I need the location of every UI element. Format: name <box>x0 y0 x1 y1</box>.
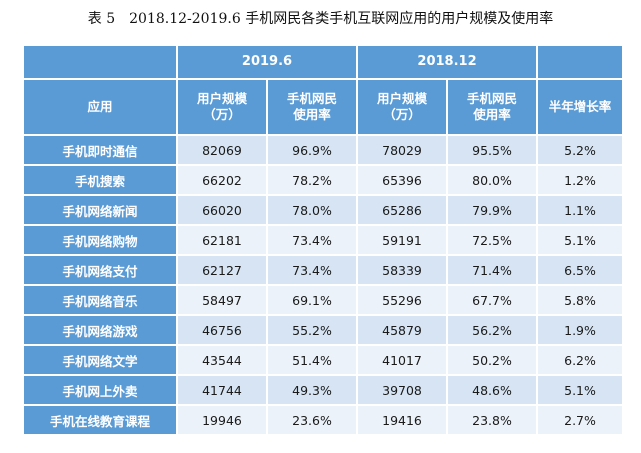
cell-growth: 6.5% <box>538 256 623 284</box>
table-number: 表 5 <box>87 11 116 27</box>
row-app-name: 手机网络新闻 <box>24 196 176 224</box>
cell-growth: 5.8% <box>538 286 623 314</box>
row-app-name: 手机搜索 <box>24 166 176 194</box>
cell-growth: 1.9% <box>538 316 623 344</box>
cell-rate-2018-12: 50.2% <box>448 346 537 374</box>
header-rate-line1: 手机网民 <box>467 91 518 106</box>
cell-rate-2018-12: 71.4% <box>448 256 537 284</box>
cell-rate-2019-6: 55.2% <box>268 316 357 344</box>
cell-rate-2019-6: 78.0% <box>268 196 357 224</box>
cell-users-2019-6: 66020 <box>178 196 266 224</box>
cell-users-2019-6: 41744 <box>178 376 266 404</box>
row-app-name: 手机网络游戏 <box>24 316 176 344</box>
table-title: 2018.12-2019.6 手机网民各类手机互联网应用的用户规模及使用率 <box>129 11 554 27</box>
cell-rate-2019-6: 23.6% <box>268 406 357 434</box>
table-body: 手机即时通信 82069 96.9% 78029 95.5% 5.2% 手机搜索… <box>24 136 623 434</box>
table-row: 手机网络购物 62181 73.4% 59191 72.5% 5.1% <box>24 226 623 254</box>
cell-rate-2018-12: 95.5% <box>448 136 537 164</box>
table-row: 手机网络音乐 58497 69.1% 55296 67.7% 5.8% <box>24 286 623 314</box>
cell-growth: 1.2% <box>538 166 623 194</box>
header-period-2018-12: 2018.12 <box>358 46 537 78</box>
cell-rate-2019-6: 78.2% <box>268 166 357 194</box>
cell-users-2019-6: 66202 <box>178 166 266 194</box>
cell-growth: 2.7% <box>538 406 623 434</box>
header-rate-2019-6: 手机网民 使用率 <box>268 80 357 134</box>
cell-users-2018-12: 45879 <box>358 316 447 344</box>
table-caption: 表 5 2018.12-2019.6 手机网民各类手机互联网应用的用户规模及使用率 <box>0 8 641 28</box>
header-users-line1: 用户规模 <box>377 91 428 106</box>
cell-rate-2018-12: 56.2% <box>448 316 537 344</box>
header-blank-cell <box>24 46 176 78</box>
cell-users-2018-12: 41017 <box>358 346 447 374</box>
cell-users-2019-6: 43544 <box>178 346 266 374</box>
cell-rate-2018-12: 48.6% <box>448 376 537 404</box>
cell-users-2019-6: 62181 <box>178 226 266 254</box>
cell-rate-2018-12: 23.8% <box>448 406 537 434</box>
table-row: 手机网络文学 43544 51.4% 41017 50.2% 6.2% <box>24 346 623 374</box>
table-row: 手机网络新闻 66020 78.0% 65286 79.9% 1.1% <box>24 196 623 224</box>
cell-growth: 5.1% <box>538 376 623 404</box>
table-row: 手机网上外卖 41744 49.3% 39708 48.6% 5.1% <box>24 376 623 404</box>
cell-rate-2019-6: 73.4% <box>268 226 357 254</box>
table-header: 2019.6 2018.12 应用 用户规模 （万） 手机网民 使用率 用户规模… <box>24 46 623 134</box>
cell-users-2018-12: 65396 <box>358 166 447 194</box>
cell-users-2018-12: 78029 <box>358 136 447 164</box>
cell-rate-2018-12: 79.9% <box>448 196 537 224</box>
cell-users-2019-6: 62127 <box>178 256 266 284</box>
cell-users-2018-12: 58339 <box>358 256 447 284</box>
cell-users-2018-12: 55296 <box>358 286 447 314</box>
header-app: 应用 <box>24 80 176 134</box>
header-rate-line2: 使用率 <box>293 107 331 122</box>
header-rate-line2: 使用率 <box>473 107 511 122</box>
cell-growth: 6.2% <box>538 346 623 374</box>
cell-rate-2018-12: 80.0% <box>448 166 537 194</box>
cell-users-2019-6: 82069 <box>178 136 266 164</box>
table-row: 手机搜索 66202 78.2% 65396 80.0% 1.2% <box>24 166 623 194</box>
row-app-name: 手机网络音乐 <box>24 286 176 314</box>
row-app-name: 手机网上外卖 <box>24 376 176 404</box>
header-growth: 半年增长率 <box>538 80 623 134</box>
cell-rate-2018-12: 72.5% <box>448 226 537 254</box>
cell-users-2018-12: 39708 <box>358 376 447 404</box>
cell-rate-2019-6: 73.4% <box>268 256 357 284</box>
cell-users-2019-6: 19946 <box>178 406 266 434</box>
cell-rate-2019-6: 49.3% <box>268 376 357 404</box>
header-period-2019-6: 2019.6 <box>178 46 357 78</box>
cell-growth: 5.1% <box>538 226 623 254</box>
cell-users-2018-12: 19416 <box>358 406 447 434</box>
data-table: 2019.6 2018.12 应用 用户规模 （万） 手机网民 使用率 用户规模… <box>22 44 624 436</box>
cell-users-2018-12: 65286 <box>358 196 447 224</box>
cell-rate-2019-6: 69.1% <box>268 286 357 314</box>
table-row: 手机网络支付 62127 73.4% 58339 71.4% 6.5% <box>24 256 623 284</box>
table-row: 手机在线教育课程 19946 23.6% 19416 23.8% 2.7% <box>24 406 623 434</box>
table-row: 手机网络游戏 46756 55.2% 45879 56.2% 1.9% <box>24 316 623 344</box>
cell-rate-2019-6: 96.9% <box>268 136 357 164</box>
header-users-line2: （万） <box>203 107 241 122</box>
cell-users-2019-6: 58497 <box>178 286 266 314</box>
table-row: 手机即时通信 82069 96.9% 78029 95.5% 5.2% <box>24 136 623 164</box>
row-app-name: 手机网络购物 <box>24 226 176 254</box>
cell-growth: 1.1% <box>538 196 623 224</box>
header-users-line2: （万） <box>383 107 421 122</box>
cell-growth: 5.2% <box>538 136 623 164</box>
row-app-name: 手机网络文学 <box>24 346 176 374</box>
header-blank-cell <box>538 46 623 78</box>
header-rate-2018-12: 手机网民 使用率 <box>448 80 537 134</box>
header-users-2018-12: 用户规模 （万） <box>358 80 447 134</box>
cell-users-2018-12: 59191 <box>358 226 447 254</box>
row-app-name: 手机网络支付 <box>24 256 176 284</box>
header-rate-line1: 手机网民 <box>287 91 338 106</box>
header-users-line1: 用户规模 <box>196 91 247 106</box>
row-app-name: 手机即时通信 <box>24 136 176 164</box>
cell-users-2019-6: 46756 <box>178 316 266 344</box>
cell-rate-2019-6: 51.4% <box>268 346 357 374</box>
row-app-name: 手机在线教育课程 <box>24 406 176 434</box>
cell-rate-2018-12: 67.7% <box>448 286 537 314</box>
header-users-2019-6: 用户规模 （万） <box>178 80 266 134</box>
